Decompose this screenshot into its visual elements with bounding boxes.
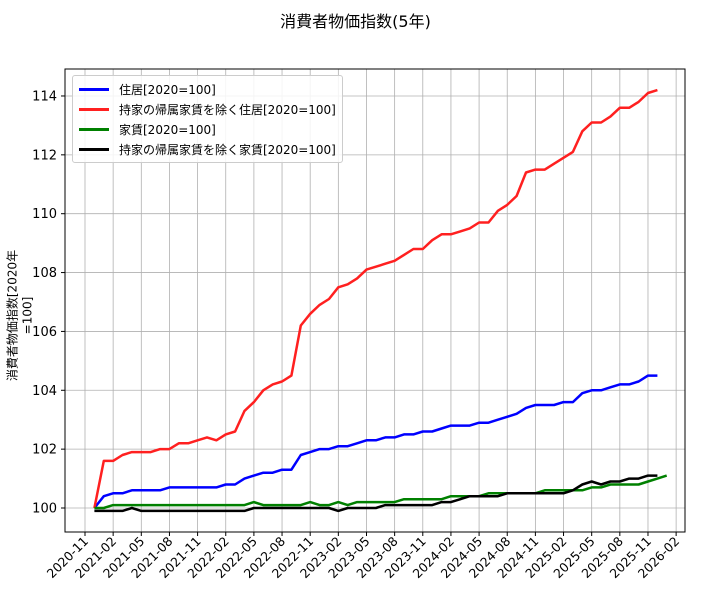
y-tick-label: 108	[32, 266, 57, 281]
series-line-3	[94, 474, 658, 513]
legend-swatch-black	[79, 147, 109, 151]
y-tick-label: 102	[32, 443, 57, 458]
y-tick-label: 110	[32, 207, 57, 222]
legend-item-housing: 住居[2020=100]	[79, 79, 336, 99]
legend-label: 持家の帰属家賃を除く家賃[2020=100]	[119, 142, 336, 157]
series-line-0	[93, 374, 658, 509]
y-tick-label: 112	[32, 148, 57, 163]
legend-label: 家賃[2020=100]	[119, 122, 216, 137]
x-axis-ticks: 2020-112021-022021-052021-082021-112022-…	[44, 532, 682, 581]
legend-item-housing-excl-imputed-rent: 持家の帰属家賃を除く住居[2020=100]	[79, 99, 336, 119]
legend: 住居[2020=100] 持家の帰属家賃を除く住居[2020=100] 家賃[2…	[72, 75, 343, 163]
chart-title: 消費者物価指数(5年)	[280, 12, 431, 31]
legend-swatch-blue	[79, 87, 109, 91]
y-tick-label: 106	[32, 325, 57, 340]
legend-label: 持家の帰属家賃を除く住居[2020=100]	[119, 102, 336, 117]
series-line-2	[94, 474, 668, 510]
y-tick-label: 114	[32, 89, 57, 104]
y-axis-ticks: 100 102 104 106 108 110 112 114	[32, 89, 65, 517]
series-line-1	[93, 88, 658, 509]
legend-item-rent: 家賃[2020=100]	[79, 119, 336, 139]
legend-swatch-green	[79, 127, 109, 131]
legend-label: 住居[2020=100]	[119, 82, 216, 97]
legend-item-rent-excl-imputed-rent: 持家の帰属家賃を除く家賃[2020=100]	[79, 139, 336, 159]
y-tick-label: 104	[32, 384, 57, 399]
y-tick-label: 100	[32, 502, 57, 517]
y-axis-label: 消費者物価指数[2020年=100]	[5, 249, 35, 382]
axes-frame	[64, 68, 686, 533]
data-lines	[93, 88, 668, 513]
legend-swatch-red	[79, 107, 109, 111]
